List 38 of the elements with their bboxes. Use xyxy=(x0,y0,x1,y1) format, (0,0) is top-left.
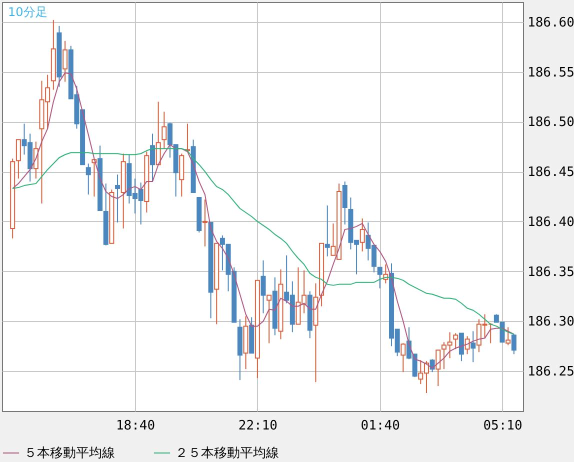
candlestick xyxy=(511,334,516,355)
candlestick xyxy=(179,153,184,198)
chart-title: 10分足 xyxy=(8,5,48,19)
y-tick-label: 186.25 xyxy=(528,364,574,380)
candlestick xyxy=(377,266,382,289)
candlestick xyxy=(436,350,441,387)
legend-label: ５本移動平均線 xyxy=(24,446,115,461)
candlestick xyxy=(342,181,348,225)
x-tick-label: 05:10 xyxy=(483,418,522,434)
candlestick xyxy=(115,174,120,223)
candlestick xyxy=(400,342,406,373)
y-tick-label: 186.45 xyxy=(528,165,574,180)
candlestick xyxy=(16,139,21,180)
candlestick xyxy=(86,163,91,196)
y-tick-label: 186.50 xyxy=(528,115,574,130)
candlestick xyxy=(62,40,68,82)
x-tick-label: 18:40 xyxy=(116,418,156,434)
legend-label: ２５本移動平均線 xyxy=(175,446,279,461)
candlestick xyxy=(506,326,511,346)
candlestick xyxy=(162,111,167,150)
x-tick-label: 01:40 xyxy=(360,418,400,434)
y-tick-label: 186.30 xyxy=(528,314,574,330)
candlestick xyxy=(260,260,266,314)
x-tick-label: 22:10 xyxy=(238,418,278,434)
candlestick xyxy=(202,199,208,247)
candlestick xyxy=(266,294,272,344)
candlestick xyxy=(453,332,458,350)
candlestick xyxy=(156,101,161,166)
y-tick-label: 186.40 xyxy=(528,214,574,230)
candlestick xyxy=(150,133,155,182)
candlestick xyxy=(324,205,330,257)
candlestick xyxy=(360,218,365,252)
y-tick-label: 186.60 xyxy=(528,15,574,30)
y-tick-label: 186.35 xyxy=(528,264,574,280)
candlestick xyxy=(458,332,464,362)
candlestick xyxy=(464,336,470,355)
y-tick-label: 186.55 xyxy=(528,65,574,80)
candlestick xyxy=(470,330,476,363)
